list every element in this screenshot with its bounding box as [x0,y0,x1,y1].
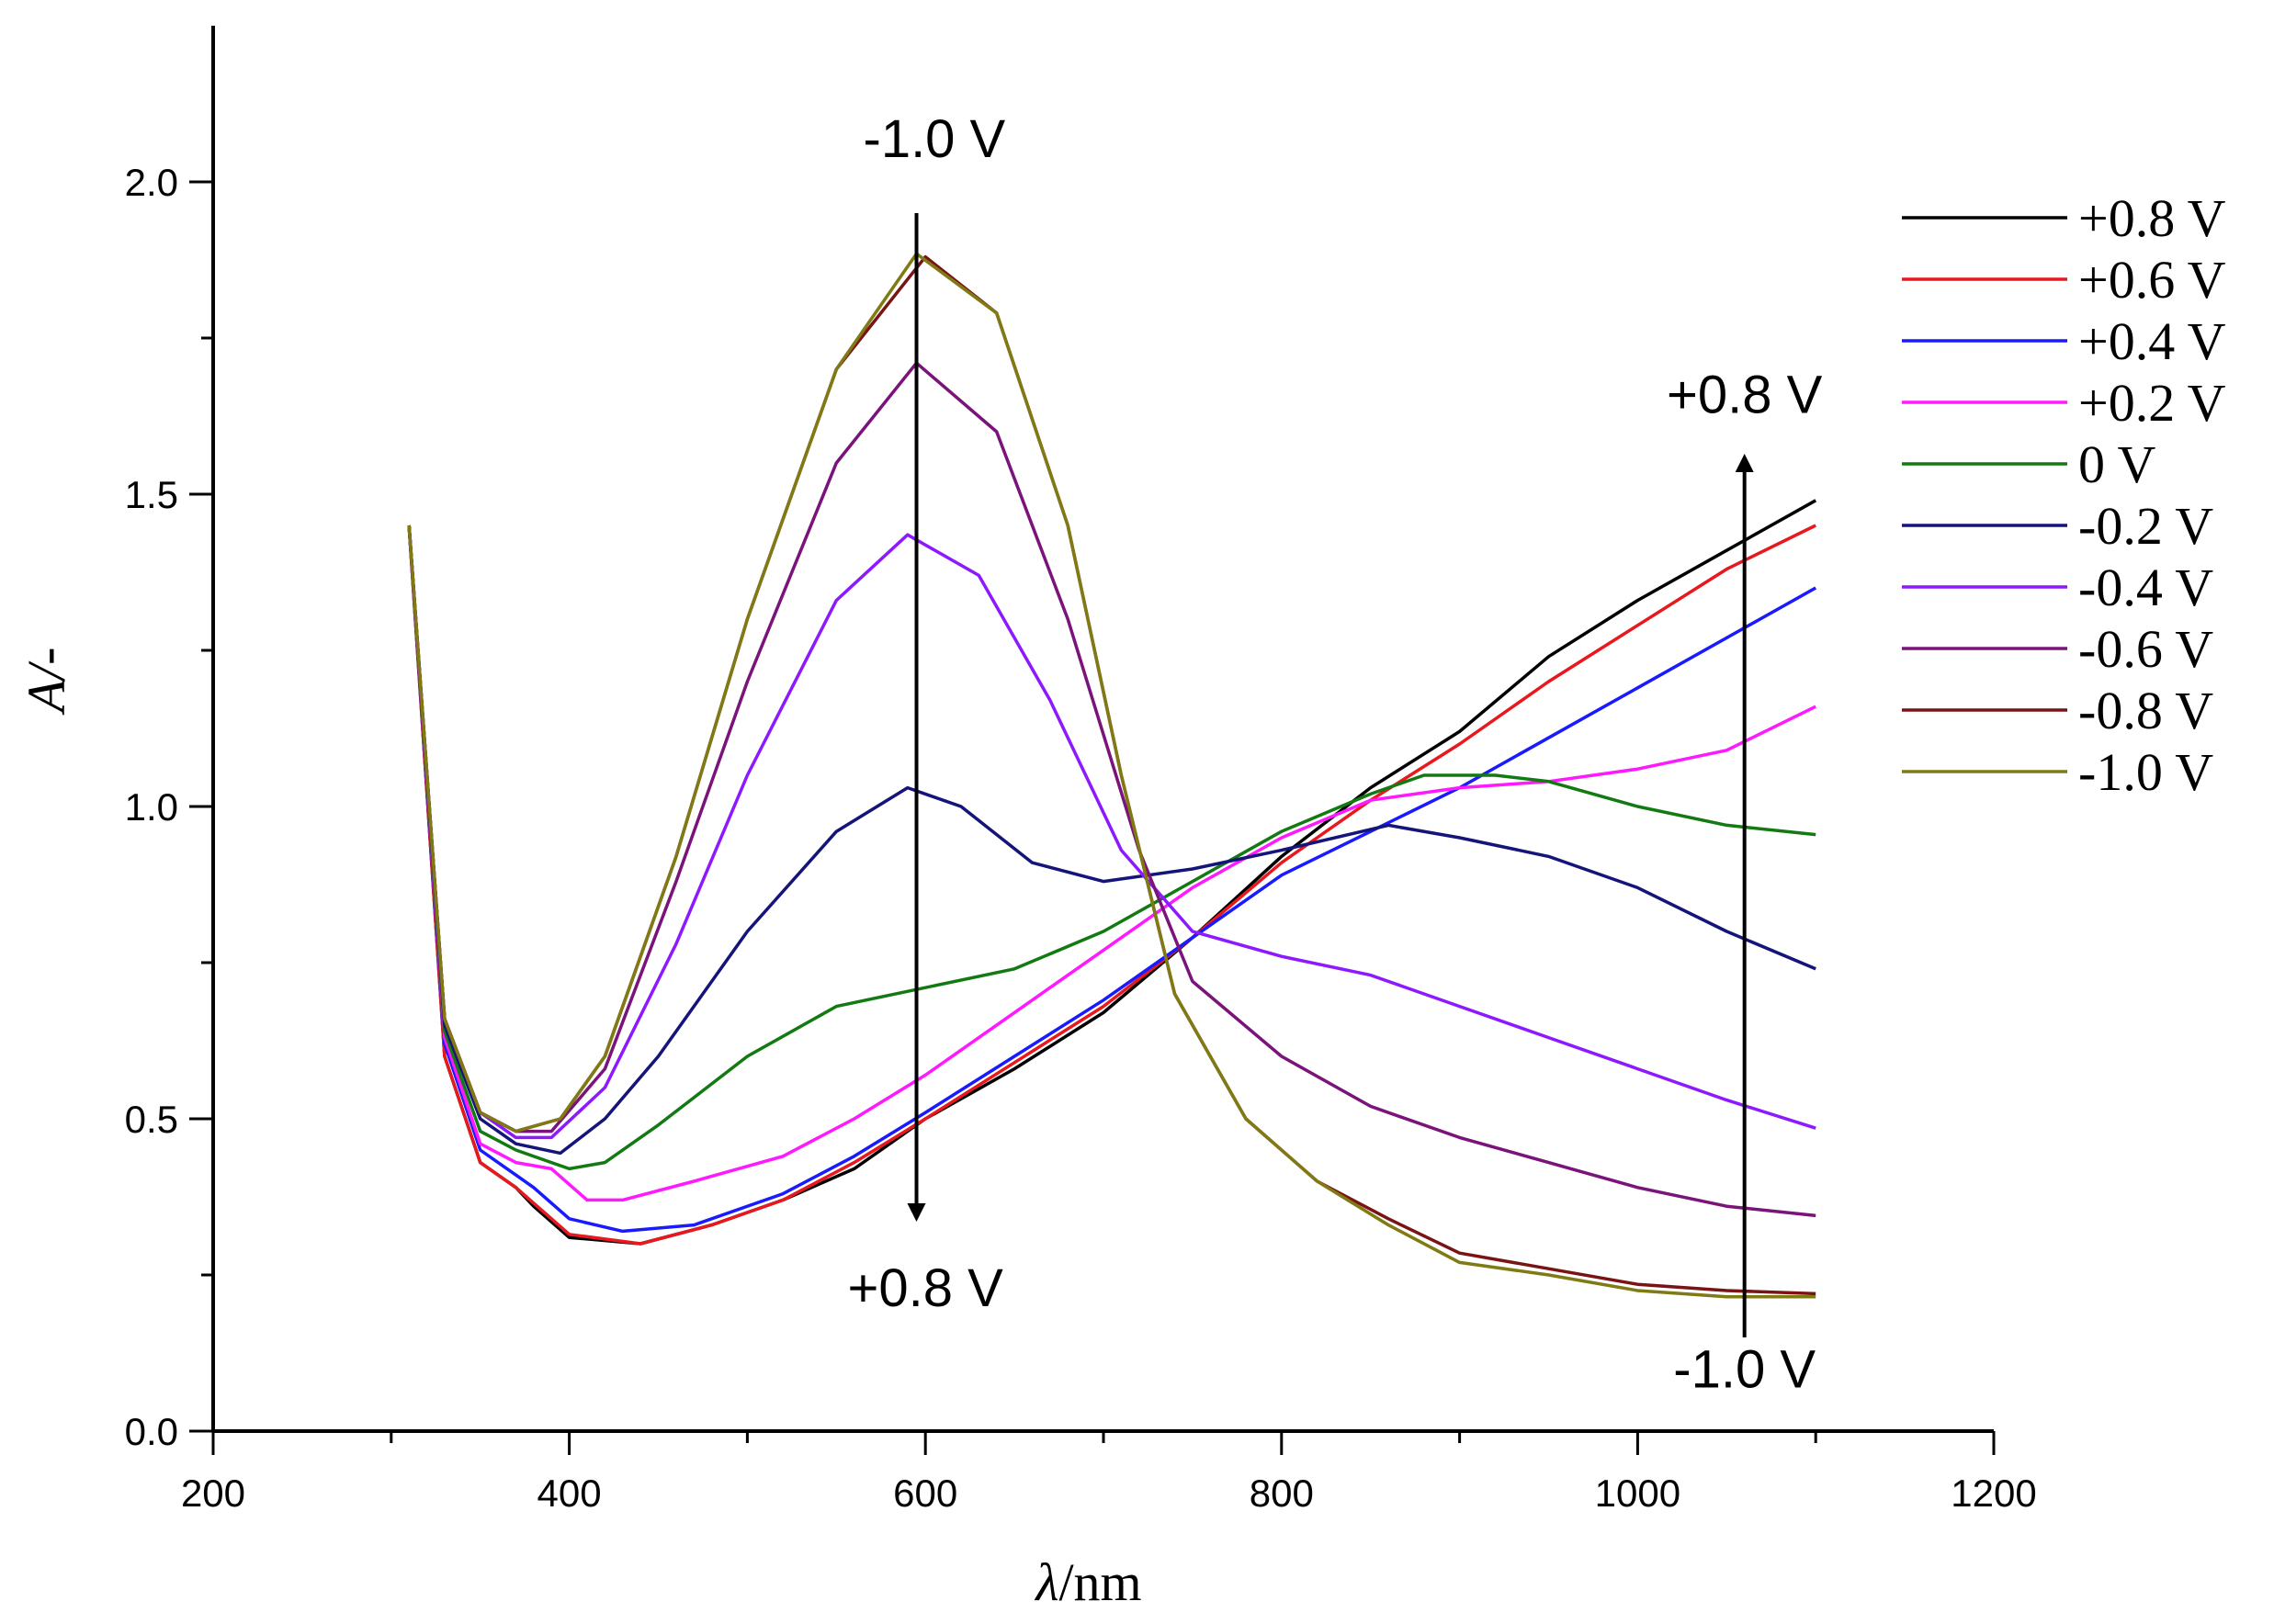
x-tick-label: 400 [537,1472,602,1515]
legend-label: -0.2 V [2078,496,2213,556]
y-tick-label: 1.0 [125,785,178,829]
y-ticks: 0.0 0.5 1.0 1.5 2.0 [125,161,213,1453]
y-tick-label: 1.5 [125,473,178,516]
x-axis-symbol: λ [1034,1552,1058,1612]
y-tick-label: 2.0 [125,161,178,204]
x-tick-label: 1000 [1595,1472,1680,1515]
series-line [407,524,1816,1156]
series-lines [407,252,1817,1299]
x-tick-label: 600 [893,1472,957,1515]
arrows [907,213,1754,1337]
annotation-label: -1.0 V [864,109,1006,169]
x-axis-unit: /nm [1058,1552,1141,1612]
legend-label: -0.4 V [2078,558,2213,617]
legend-label: +0.4 V [2078,311,2226,371]
series-line [407,524,1817,1234]
series-line [407,252,1816,1299]
legend-label: 0 V [2078,434,2155,494]
y-axis-title: A/- [17,648,76,716]
series-line [407,254,1816,1296]
x-tick-label: 800 [1250,1472,1314,1515]
legend-label: -0.8 V [2078,681,2213,740]
annotation-label: -1.0 V [1673,1339,1816,1399]
series-line [407,361,1816,1218]
legend: +0.8 V+0.6 V+0.4 V+0.2 V0 V-0.2 V-0.4 V-… [1902,188,2226,802]
legend-label: -1.0 V [2078,742,2213,802]
annotations: -1.0 V +0.8 V +0.8 V -1.0 V [848,109,1823,1400]
legend-label: +0.8 V [2078,188,2226,248]
y-tick-label: 0.5 [125,1098,178,1141]
series-line [407,524,1816,1202]
legend-label: +0.2 V [2078,373,2226,433]
y-tick-label: 0.0 [125,1410,178,1453]
x-tick-label: 1200 [1951,1472,2036,1515]
annotation-label: +0.8 V [1667,366,1823,425]
x-tick-label: 200 [181,1472,245,1515]
annotation-label: +0.8 V [848,1258,1004,1318]
legend-label: +0.6 V [2078,250,2226,310]
series-line [407,524,1816,1140]
x-ticks: 200 400 600 800 1000 1200 [181,1431,2037,1515]
legend-label: -0.6 V [2078,619,2213,679]
series-line [407,524,1816,1246]
axes [211,26,1994,1433]
x-axis-title: λ/nm [1034,1552,1141,1612]
series-line [407,524,1816,1171]
series-line [407,499,1817,1246]
